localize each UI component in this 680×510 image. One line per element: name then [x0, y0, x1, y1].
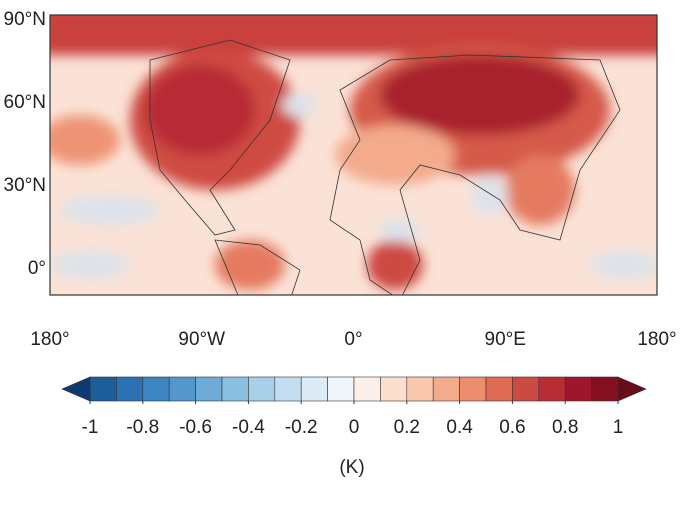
colorbar-tick-label: -0.4 [232, 417, 265, 438]
colorbar-box [221, 376, 249, 402]
colorbar-tick-label: 0 [349, 417, 360, 438]
colorbar-box [300, 376, 328, 402]
axis-labels: 90°N 60°N 30°N 0° 180° 90°W 0° 90°E 180° [4, 9, 677, 350]
colorbar-box [564, 376, 592, 402]
colorbar-tick-label: -1 [82, 417, 99, 438]
colorbar-box [459, 376, 487, 402]
lon-label: 90°E [485, 329, 526, 350]
colorbar-box [116, 376, 144, 402]
lon-label: 0° [344, 329, 362, 350]
colorbar-extend [617, 376, 647, 402]
colorbar-box [274, 376, 302, 402]
colorbar-box [327, 376, 355, 402]
lat-label: 0° [28, 258, 46, 279]
colorbar-tick-label: 0.6 [499, 417, 525, 438]
colorbar-box [538, 376, 566, 402]
lon-label: 180° [637, 329, 676, 350]
lon-label: 90°W [178, 329, 225, 350]
lon-label: 180° [30, 329, 69, 350]
colorbar-box [168, 376, 196, 402]
colorbar-box [406, 376, 434, 402]
colorbar-box [512, 376, 540, 402]
colorbar-tick-label: -0.8 [126, 417, 159, 438]
colorbar-box [485, 376, 513, 402]
colorbar-tick-label: 0.8 [552, 417, 578, 438]
colorbar-tick-label: 0.2 [394, 417, 420, 438]
colorbar-tick-label: 0.4 [446, 417, 473, 438]
colorbar-tick-label: -0.6 [179, 417, 212, 438]
colorbar-label: (K) [339, 457, 364, 478]
map-field [50, 15, 657, 295]
lat-label: 60°N [4, 92, 46, 113]
lat-label: 90°N [4, 9, 46, 30]
colorbar-tick-label: 1 [613, 417, 624, 438]
colorbar-box [248, 376, 276, 402]
colorbar-tick-label: -0.2 [285, 417, 318, 438]
lat-label: 30°N [4, 175, 46, 196]
colorbar-box [380, 376, 408, 402]
colorbar-box [353, 376, 381, 402]
colorbar-box [142, 376, 170, 402]
colorbar-box [432, 376, 460, 402]
colorbar-box [195, 376, 223, 402]
map-frame [49, 14, 658, 296]
colorbar-box [89, 376, 117, 402]
colorbar: -1 -0.8 -0.6 -0.4 -0.2 0 0.2 0.4 0.6 0.8 1 (K) [61, 376, 647, 478]
colorbar-extend [61, 376, 91, 402]
colorbar-box [591, 376, 619, 402]
